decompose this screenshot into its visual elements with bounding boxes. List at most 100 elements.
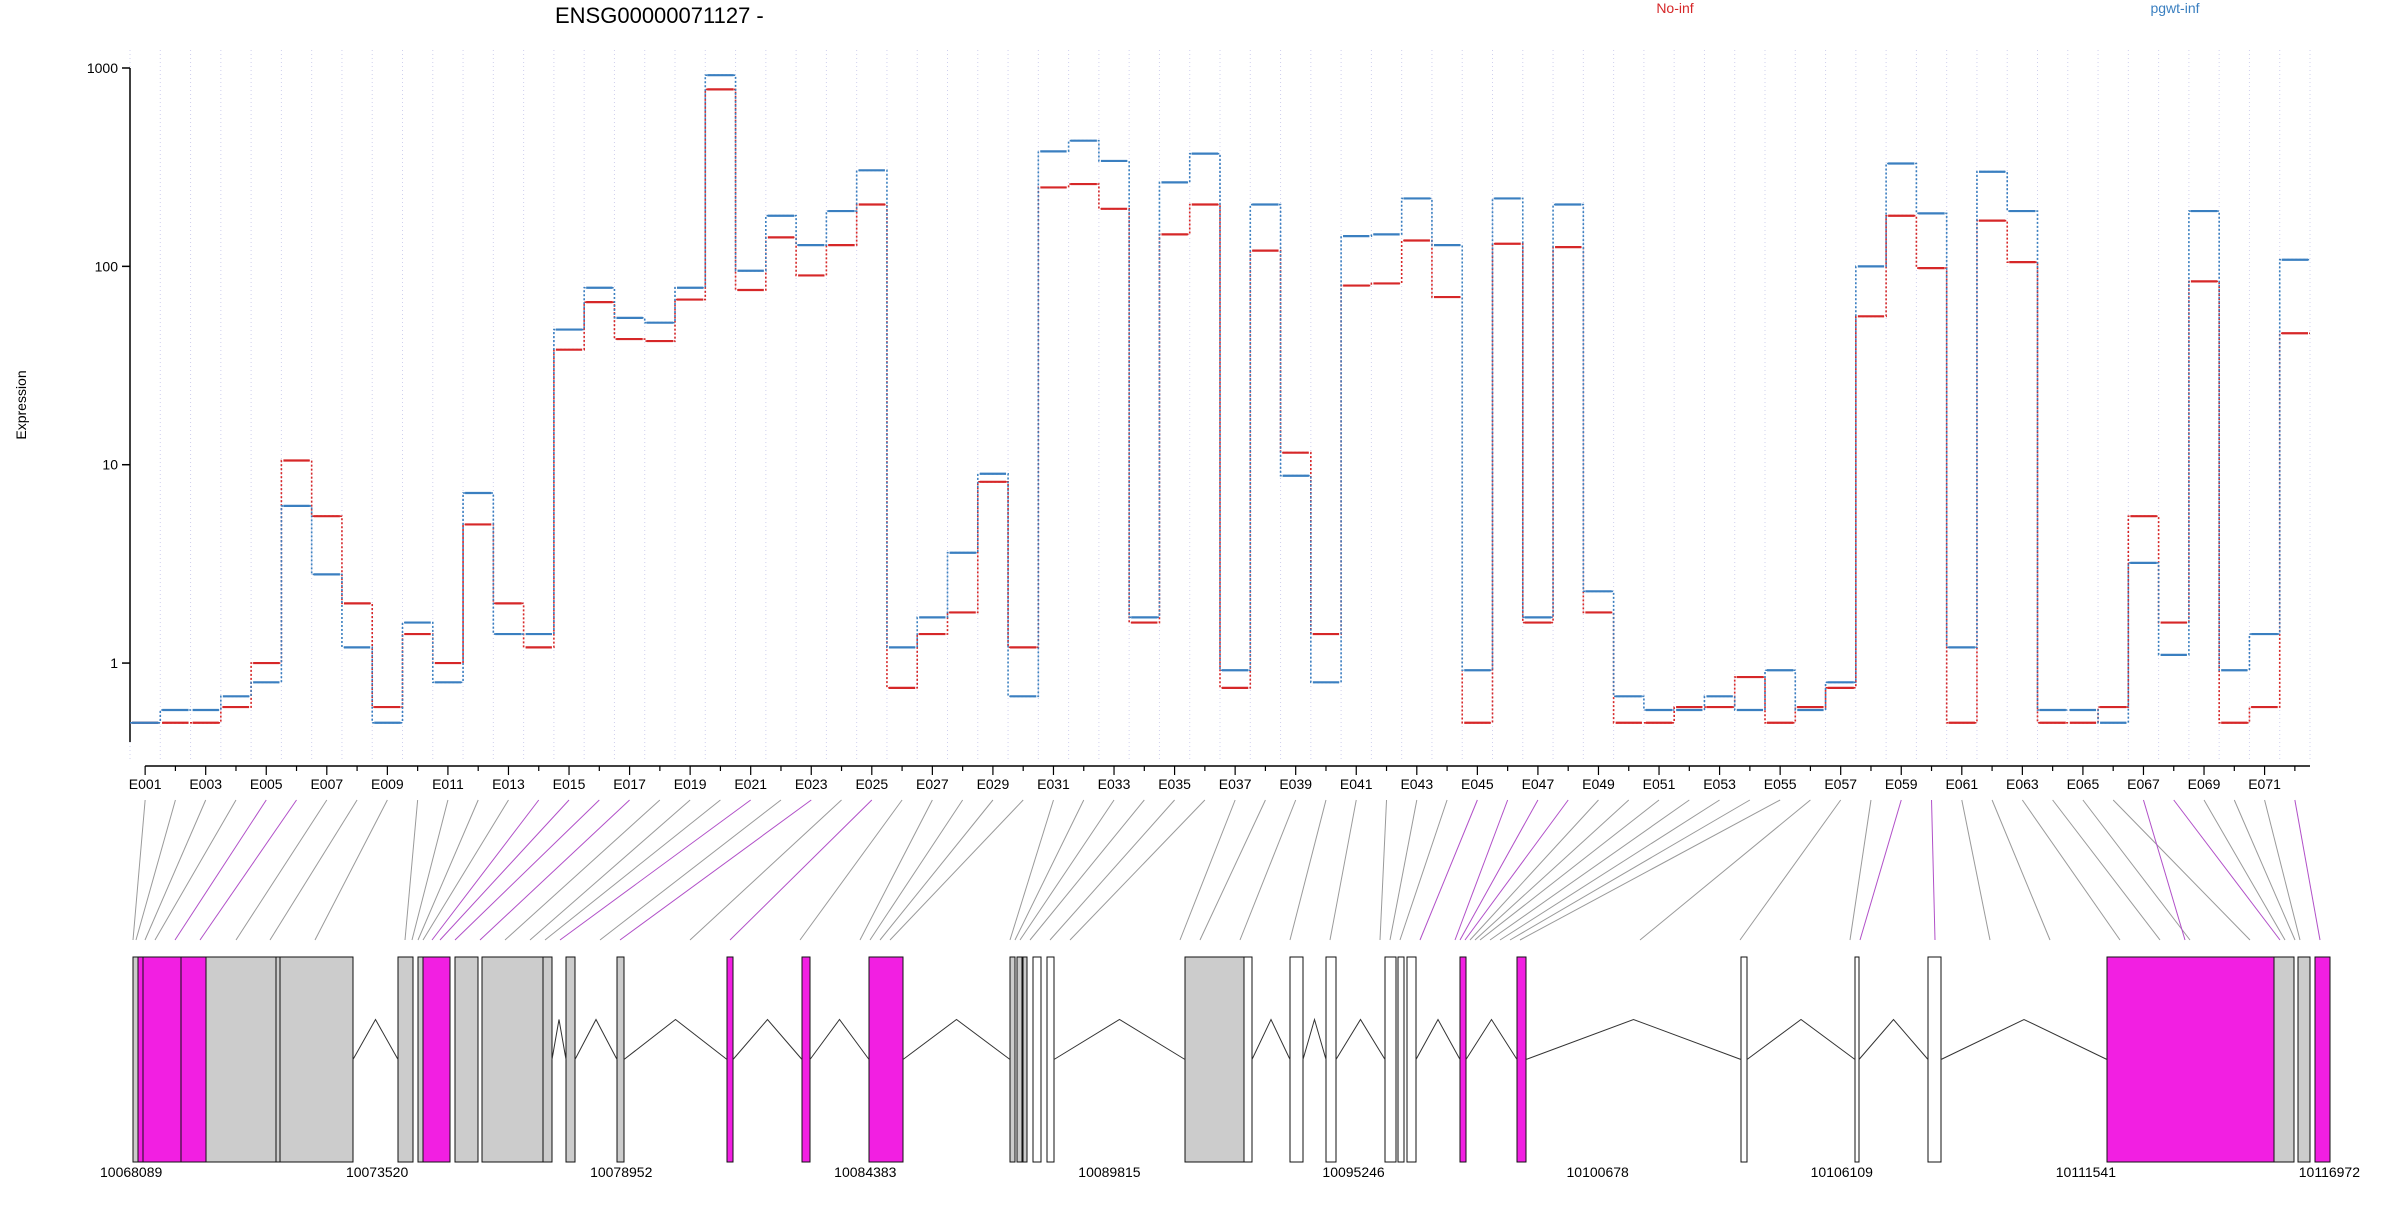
connector-line (174, 799, 267, 941)
connector-line (799, 799, 903, 941)
connector-line (2082, 799, 2191, 941)
x-tick-label: E039 (1279, 776, 1312, 792)
connector-line (1009, 799, 1054, 941)
exon-block (1854, 956, 1860, 1163)
x-tick-label: E009 (371, 776, 404, 792)
exon-block (1459, 956, 1467, 1163)
intron-line (1251, 1018, 1291, 1060)
coordinate-label: 10078952 (590, 1164, 653, 1180)
connector-line (314, 799, 388, 941)
exon-block (481, 956, 544, 1163)
exon-block (1325, 956, 1337, 1163)
intron-line (1746, 1018, 1856, 1060)
connector-line (1459, 799, 1539, 941)
intron-line (1302, 1017, 1327, 1060)
exon-block (801, 956, 811, 1163)
connector-line (144, 799, 207, 941)
connector-line (154, 799, 237, 941)
coordinate-label: 10111541 (2056, 1164, 2116, 1180)
connector-line (729, 799, 873, 941)
connector-line (235, 799, 328, 941)
x-tick-label: E057 (1824, 776, 1857, 792)
exon-block (137, 956, 144, 1163)
connector-line (1239, 799, 1297, 941)
axes: 1 10 100 1000 E001 E003 E005 E007 E009 E011 E013 E0… (87, 60, 2310, 792)
x-tick-label: E069 (2188, 776, 2221, 792)
connector-line (2233, 799, 2296, 941)
connector-line (1029, 799, 1145, 941)
connector-line (1289, 799, 1327, 941)
connector-line (1019, 799, 1115, 941)
coordinate-label: 10073520 (346, 1164, 409, 1180)
connector-line (1639, 799, 1811, 941)
x-tick-label: E025 (855, 776, 888, 792)
x-tick-label: E015 (553, 776, 586, 792)
x-tick-label: E043 (1400, 776, 1433, 792)
connector-line (479, 799, 630, 941)
x-tick-label: E053 (1703, 776, 1736, 792)
exon-block (868, 956, 904, 1163)
x-tick-label: E001 (129, 776, 162, 792)
exon-block (1927, 956, 1942, 1163)
intron-line (551, 1019, 567, 1060)
connector-line (1379, 799, 1388, 941)
x-tick-label: E027 (916, 776, 949, 792)
x-tick-label: E055 (1764, 776, 1797, 792)
series-lines (130, 74, 2310, 724)
connector-line (889, 799, 1024, 941)
exon-block (132, 956, 139, 1163)
intron-line (732, 1018, 803, 1060)
exon-block (2314, 956, 2331, 1163)
connector-line (1014, 799, 1085, 941)
exon-block (454, 956, 479, 1163)
x-tick-label: E065 (2067, 776, 2100, 792)
connector-line (269, 799, 358, 941)
connector-line (869, 799, 964, 941)
connector-line (2021, 799, 2121, 941)
exon-block (1243, 956, 1253, 1163)
connector-line (2142, 799, 2186, 941)
connector-line (1499, 799, 1720, 941)
connector-line (404, 799, 419, 941)
x-tick-label: E067 (2127, 776, 2160, 792)
intron-line (1525, 1018, 1742, 1060)
exon-block (1032, 956, 1042, 1163)
connector-line (1474, 799, 1630, 941)
connector-line (879, 799, 994, 941)
y-tick-label: 10 (102, 457, 118, 473)
exon-block (565, 956, 576, 1163)
exon-block (205, 956, 277, 1163)
connector-line (1454, 799, 1509, 941)
x-tick-label: E029 (977, 776, 1010, 792)
exon-block (1516, 956, 1527, 1163)
connector-line (1859, 799, 1902, 941)
exon-block (397, 956, 414, 1163)
connector-line (1464, 799, 1569, 941)
exon-block (275, 956, 281, 1163)
x-tick-label: E049 (1582, 776, 1615, 792)
x-tick-label: E005 (250, 776, 283, 792)
coordinate-label: 10100678 (1567, 1164, 1630, 1180)
connector-line (417, 799, 479, 941)
coordinate-label: 10095246 (1322, 1164, 1385, 1180)
connector-line (2203, 799, 2286, 941)
connector-line (1961, 799, 1991, 941)
x-tick-label: E059 (1885, 776, 1918, 792)
intron-line (1335, 1018, 1386, 1060)
exon-block (1016, 956, 1023, 1163)
connector-line (1049, 799, 1175, 941)
x-tick-label: E007 (310, 776, 343, 792)
connector-line (135, 799, 176, 941)
connector-line (1991, 799, 2051, 941)
connector-line (2264, 799, 2301, 941)
exon-block (616, 956, 625, 1163)
coordinate-label: 10068089 (100, 1164, 163, 1180)
x-tick-label: E071 (2248, 776, 2281, 792)
connector-line (1739, 799, 1842, 941)
connector-line (529, 799, 691, 941)
legend-pgwt-inf: pgwt-inf (2150, 0, 2199, 16)
connector-line (454, 799, 600, 941)
x-tick-label: E003 (189, 776, 222, 792)
intron-line (1858, 1018, 1929, 1060)
